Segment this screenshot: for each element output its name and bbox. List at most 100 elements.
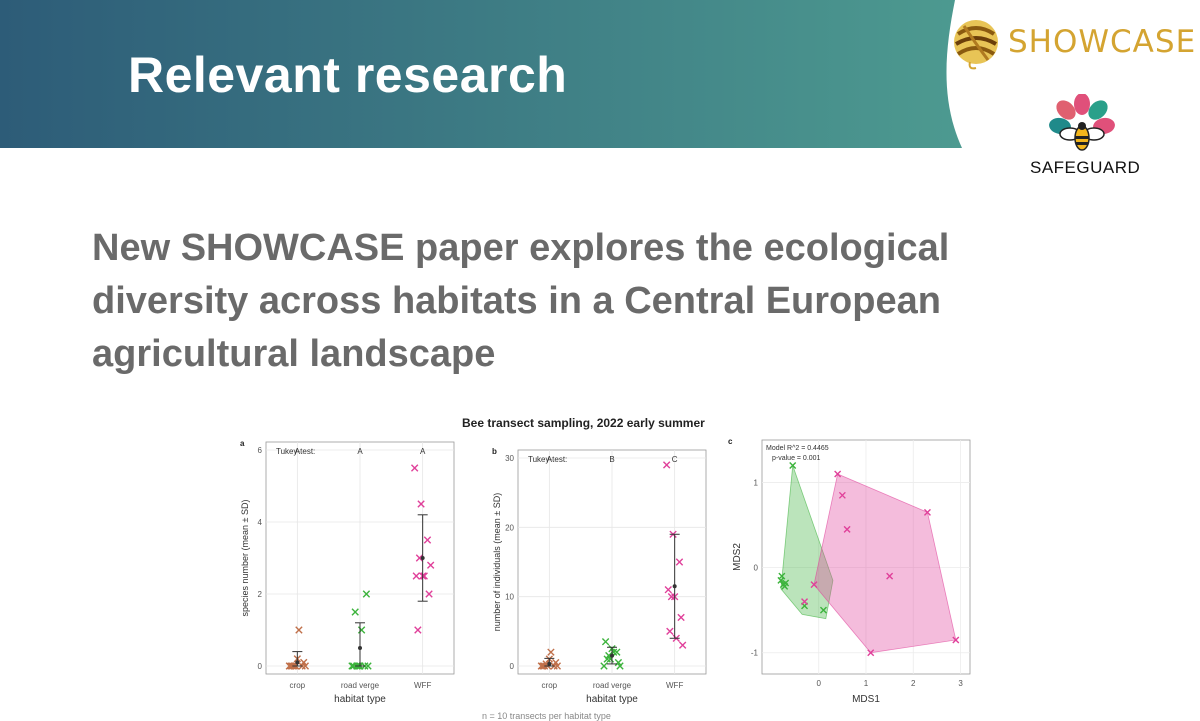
data-point: [362, 590, 371, 598]
x-tick-label: crop: [290, 681, 306, 690]
safeguard-logo: SAFEGUARD: [1020, 94, 1150, 180]
y-tick-label: 6: [258, 446, 263, 455]
y-axis-label: species number (mean ± SD): [240, 500, 250, 617]
data-point: [415, 554, 424, 562]
x-axis-label: MDS1: [852, 694, 880, 705]
data-point: [801, 598, 809, 606]
data-point: [662, 461, 671, 469]
data-point: [675, 558, 684, 566]
tukey-letter: A: [295, 447, 301, 456]
y-tick-label: 0: [510, 662, 515, 671]
data-point: [778, 572, 786, 580]
x-axis-label: habitat type: [334, 694, 386, 705]
mean-point: [547, 661, 552, 666]
data-point: [414, 626, 422, 634]
data-point: [843, 525, 851, 533]
x-tick-label: 2: [911, 679, 916, 688]
mean-point: [295, 660, 300, 665]
data-point: [410, 464, 419, 472]
data-point: [420, 572, 428, 580]
data-point: [952, 636, 960, 644]
headline-line: agricultural landscape: [92, 333, 496, 375]
y-tick-label: 30: [505, 454, 514, 463]
x-tick-label: WFF: [414, 681, 431, 690]
y-tick-label: 4: [258, 518, 263, 527]
data-point: [819, 606, 827, 614]
x-tick-label: road verge: [593, 681, 632, 690]
data-point: [677, 613, 685, 622]
figure-title: Bee transect sampling, 2022 early summer: [462, 416, 705, 430]
article-headline: New SHOWCASE paper explores the ecologic…: [92, 222, 1092, 381]
group-hull: [813, 473, 957, 654]
tukey-header: Tukey-test:: [528, 455, 567, 464]
mean-point: [358, 646, 362, 650]
x-axis-label: habitat type: [586, 694, 638, 705]
y-tick-label: 2: [258, 590, 263, 599]
data-point: [537, 662, 546, 670]
tukey-letter: A: [420, 447, 426, 456]
x-tick-label: road verge: [341, 681, 380, 690]
data-point: [666, 627, 674, 636]
model-annotation: p-value = 0.001: [772, 455, 821, 462]
data-point: [789, 462, 797, 470]
y-axis-label: MDS2: [732, 543, 743, 571]
data-point: [600, 662, 608, 670]
data-point: [364, 662, 372, 670]
data-point: [412, 572, 420, 580]
headline-line: diversity across habitats in a Central E…: [92, 280, 941, 322]
x-tick-label: 1: [864, 679, 869, 688]
globe-icon: [954, 20, 998, 70]
y-tick-label: 10: [505, 593, 514, 602]
x-tick-label: 0: [817, 679, 822, 688]
mean-point: [610, 653, 614, 658]
tukey-letter: A: [357, 447, 363, 456]
data-point: [349, 662, 358, 670]
mean-point: [672, 584, 677, 589]
safeguard-logo-text: SAFEGUARD: [1030, 158, 1141, 177]
y-tick-label: 1: [754, 479, 759, 488]
x-tick-label: WFF: [666, 681, 683, 690]
showcase-logo: SHOWCASE: [948, 14, 1200, 70]
data-point: [547, 648, 555, 656]
data-point: [357, 626, 366, 634]
data-point: [426, 561, 435, 569]
research-figure: Bee transect sampling, 2022 early summer…: [232, 412, 972, 721]
panel-label: b: [492, 447, 497, 456]
data-point: [295, 626, 303, 634]
data-point: [423, 536, 432, 544]
panel-label: a: [240, 439, 245, 448]
figure-footer: n = 10 transects per habitat type: [482, 711, 611, 721]
data-point: [664, 586, 672, 594]
data-point: [351, 608, 359, 616]
data-point: [867, 649, 875, 657]
data-point: [616, 662, 624, 670]
x-tick-label: crop: [542, 681, 558, 690]
panel-label: c: [728, 437, 733, 446]
tukey-letter: A: [547, 455, 553, 464]
data-point: [539, 662, 547, 670]
data-point: [834, 470, 842, 478]
y-axis-label: number of individuals (mean ± SD): [492, 493, 502, 632]
data-point: [613, 648, 621, 656]
banner-title: Relevant research: [128, 47, 568, 103]
banner-background: [0, 0, 962, 148]
data-point: [553, 662, 562, 670]
data-point: [923, 508, 931, 516]
tukey-letter: B: [609, 455, 614, 464]
data-point: [886, 572, 894, 580]
showcase-logo-text: SHOWCASE: [1008, 24, 1197, 60]
headline-line: New SHOWCASE paper explores the ecologic…: [92, 227, 950, 269]
group-hull: [780, 465, 834, 620]
y-tick-label: 20: [505, 523, 514, 532]
data-point: [781, 582, 789, 590]
data-point: [678, 641, 687, 649]
mean-point: [420, 556, 425, 560]
bee-flower-icon: [1049, 94, 1115, 151]
y-tick-label: 0: [258, 662, 263, 671]
data-point: [417, 500, 425, 508]
data-point: [605, 651, 613, 660]
tukey-header: Tukey-test:: [276, 447, 315, 456]
data-point: [667, 592, 676, 601]
tukey-letter: C: [672, 455, 678, 464]
y-tick-label: -1: [751, 649, 759, 658]
